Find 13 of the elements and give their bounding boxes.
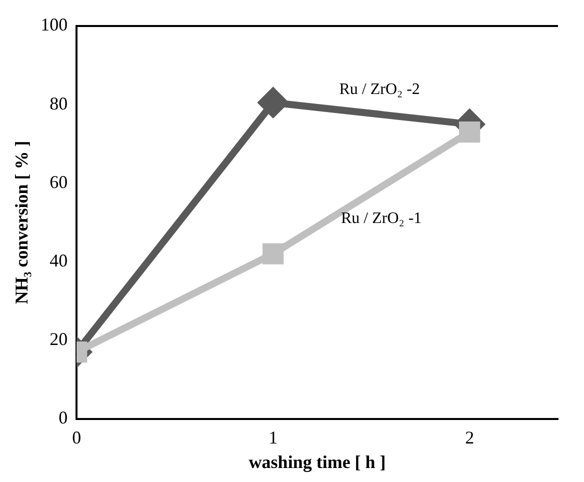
y-tick-label: 40 bbox=[50, 250, 68, 270]
x-axis-title: washing time [ h ] bbox=[248, 452, 386, 472]
series-label: Ru / ZrO₂ -1 bbox=[340, 210, 422, 227]
series-label: Ru / ZrO₂ -2 bbox=[339, 81, 420, 98]
y-tick-label: 80 bbox=[50, 93, 68, 114]
y-axis-title: NH₃ conversion [ % ] bbox=[11, 140, 32, 304]
y-tick-label: 60 bbox=[50, 172, 68, 192]
x-tick-label: 2 bbox=[465, 427, 474, 448]
y-tick-label: 100 bbox=[40, 14, 68, 35]
x-tick-label: 0 bbox=[72, 427, 82, 448]
y-tick-label: 0 bbox=[58, 408, 68, 428]
y-tick-label: 20 bbox=[50, 328, 68, 349]
x-tick-label: 1 bbox=[268, 427, 278, 448]
